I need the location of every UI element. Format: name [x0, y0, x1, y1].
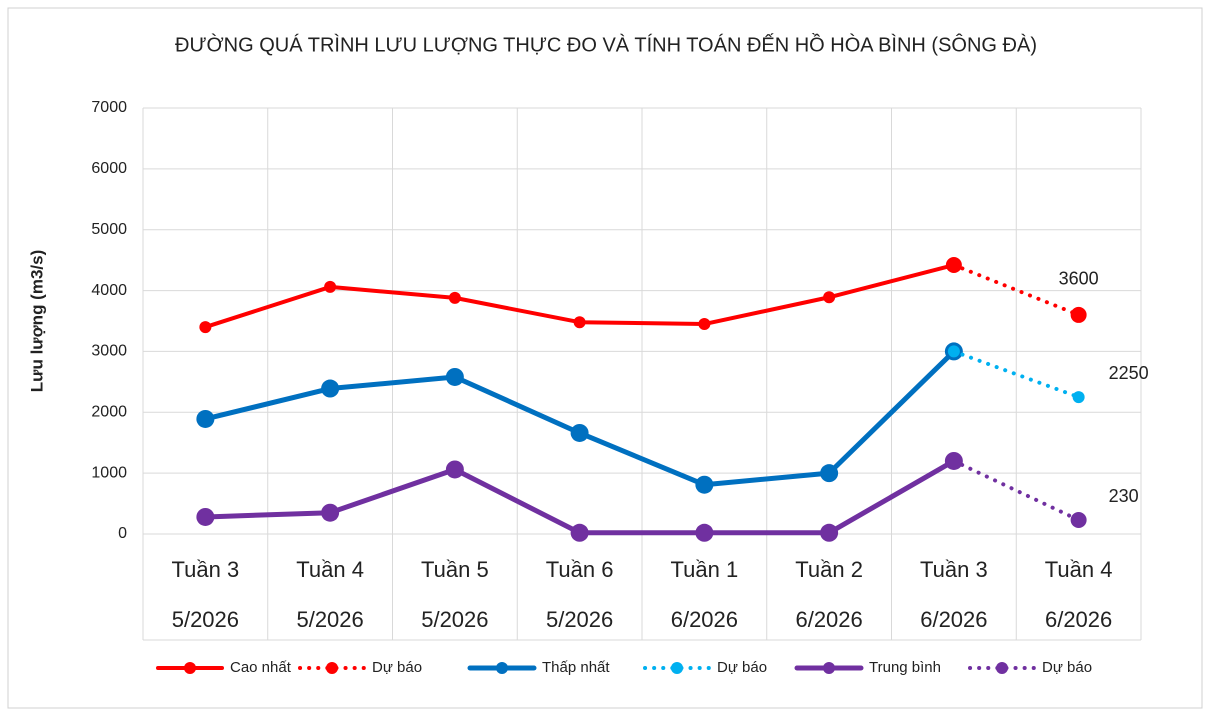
- x-tick-sublabel: 6/2026: [671, 607, 738, 632]
- x-tick-sublabel: 5/2026: [172, 607, 239, 632]
- legend-marker: [823, 662, 835, 674]
- y-axis-title: Lưu lượng (m3/s): [27, 250, 46, 392]
- series-marker: [196, 409, 215, 428]
- legend-label: Cao nhất: [230, 659, 292, 676]
- legend-marker: [496, 662, 508, 674]
- x-tick-label: Tuần 6: [546, 557, 614, 582]
- series-marker: [1070, 512, 1087, 529]
- series-marker: [448, 291, 461, 304]
- chart-title: ĐƯỜNG QUÁ TRÌNH LƯU LƯỢNG THỰC ĐO VÀ TÍN…: [175, 32, 1037, 56]
- x-tick-label: Tuần 1: [671, 557, 739, 582]
- x-tick-label: Tuần 2: [795, 557, 863, 582]
- legend-marker: [996, 662, 1008, 674]
- series-marker: [321, 503, 340, 522]
- legend-label: Dự báo: [372, 659, 422, 676]
- y-tick-label: 3000: [91, 343, 127, 360]
- y-tick-label: 1000: [91, 464, 127, 481]
- series-marker: [820, 464, 839, 483]
- series-marker: [570, 523, 589, 542]
- y-tick-label: 4000: [91, 282, 127, 299]
- x-tick-sublabel: 5/2026: [546, 607, 613, 632]
- series-marker: [570, 423, 589, 442]
- series-marker: [945, 452, 962, 469]
- legend-marker: [326, 662, 338, 674]
- series-marker: [445, 367, 464, 386]
- series-marker: [1072, 391, 1085, 404]
- series-marker: [945, 257, 962, 274]
- legend-label: Dự báo: [717, 659, 767, 676]
- y-tick-label: 2000: [91, 404, 127, 421]
- x-tick-sublabel: 6/2026: [1045, 607, 1112, 632]
- series-marker: [573, 316, 586, 329]
- series-marker: [695, 523, 714, 542]
- series-line: [951, 349, 1081, 400]
- series-marker: [321, 379, 340, 398]
- series-marker: [823, 291, 836, 304]
- series-marker: [324, 280, 337, 293]
- series-marker: [698, 318, 711, 331]
- data-label: 230: [1109, 486, 1139, 506]
- legend-label: Thấp nhất: [542, 659, 610, 676]
- chart-border: [7, 7, 1203, 709]
- x-tick-label: Tuần 5: [421, 557, 489, 582]
- x-tick-sublabel: 5/2026: [296, 607, 363, 632]
- x-tick-sublabel: 6/2026: [795, 607, 862, 632]
- x-tick-sublabel: 5/2026: [421, 607, 488, 632]
- y-tick-label: 5000: [91, 221, 127, 238]
- data-label: 3600: [1059, 269, 1099, 289]
- x-tick-label: Tuần 3: [172, 557, 240, 582]
- series-marker: [947, 345, 960, 358]
- legend-marker: [184, 662, 196, 674]
- series-marker: [199, 321, 212, 334]
- legend-marker: [671, 662, 683, 674]
- legend-label: Trung bình: [869, 659, 941, 676]
- series-marker: [445, 460, 464, 479]
- series-marker: [695, 475, 714, 494]
- y-tick-label: 0: [118, 525, 127, 542]
- x-tick-sublabel: 6/2026: [920, 607, 987, 632]
- series-marker: [820, 523, 839, 542]
- series-marker: [1070, 306, 1087, 323]
- x-tick-label: Tuần 4: [1045, 557, 1113, 582]
- y-tick-label: 6000: [91, 160, 127, 177]
- data-label: 2250: [1109, 363, 1149, 383]
- y-tick-label: 7000: [91, 99, 127, 116]
- x-tick-label: Tuần 3: [920, 557, 988, 582]
- legend-label: Dự báo: [1042, 659, 1092, 676]
- series-marker: [196, 507, 215, 526]
- x-tick-label: Tuần 4: [296, 557, 364, 582]
